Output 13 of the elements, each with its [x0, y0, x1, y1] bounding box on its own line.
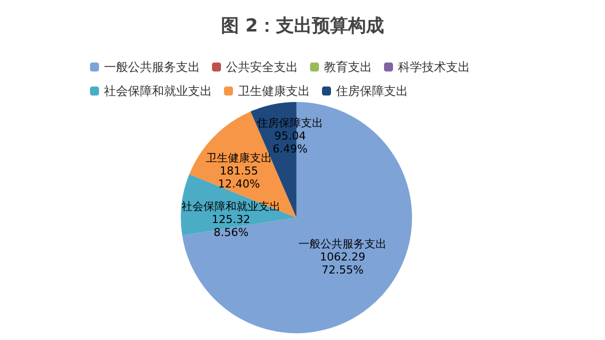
- legend-label: 住房保障支出: [335, 84, 408, 98]
- slice-label: 卫生健康支出: [206, 152, 272, 165]
- data-label: 181.55 12.40%: [218, 164, 260, 191]
- legend-label: 公共安全支出: [226, 60, 298, 74]
- legend-label: 一般公共服务支出: [104, 60, 200, 74]
- legend-label: 教育支出: [324, 60, 372, 74]
- slice-label: 一般公共服务支出: [298, 238, 387, 251]
- chart-title: 图 2：支出预算构成: [221, 16, 384, 36]
- legend-label: 卫生健康支出: [238, 84, 310, 98]
- data-label: 125.32 8.56%: [212, 213, 250, 240]
- data-label: 1062.29 72.55%: [320, 250, 366, 277]
- legend-label: 社会保障和就业支出: [104, 84, 212, 98]
- legend-label: 科学技术支出: [398, 60, 470, 74]
